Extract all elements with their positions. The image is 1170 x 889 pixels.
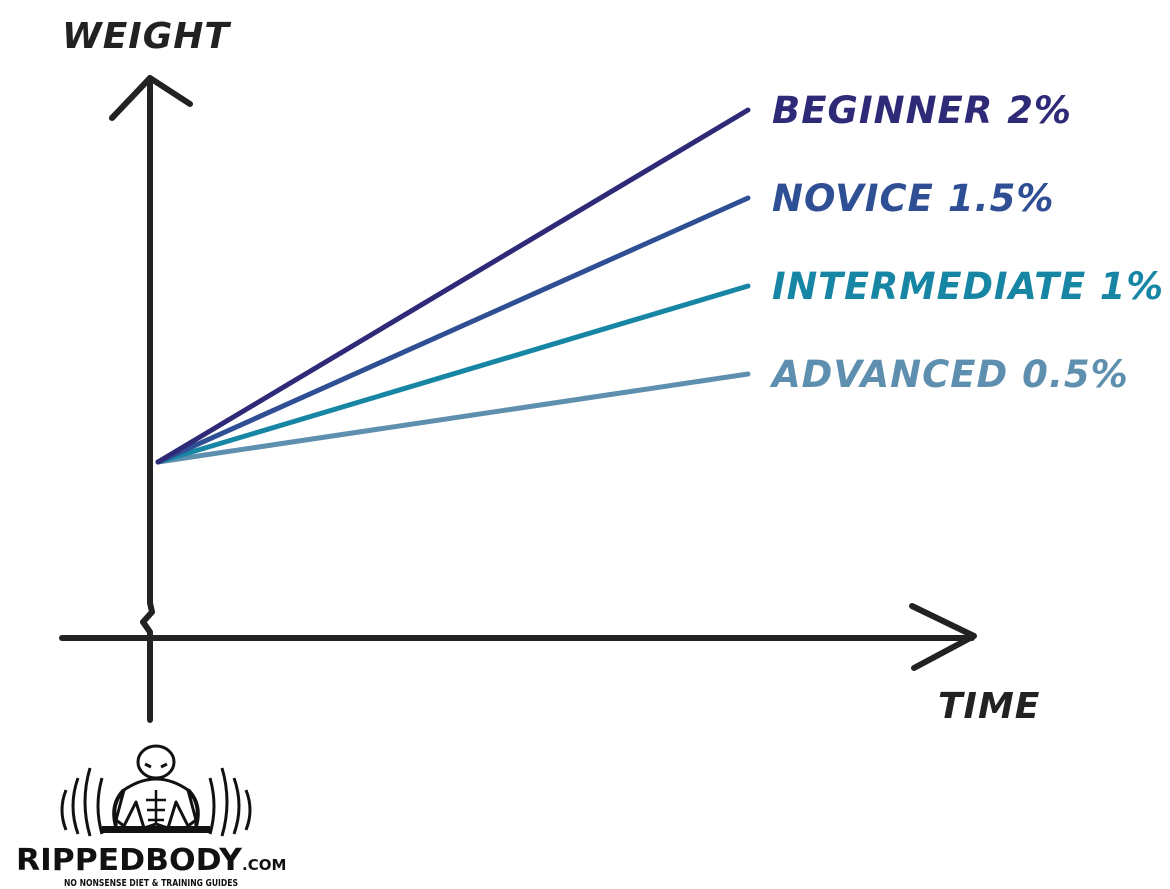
y-axis-arrowhead	[109, 75, 193, 121]
series-line-0	[155, 107, 751, 465]
series-label-1: NOVICE 1.5%	[772, 177, 1054, 220]
x-axis-arrowhead	[909, 603, 977, 671]
logo-tagline-text: NO NONSENSE DIET & TRAINING GUIDES	[64, 878, 238, 889]
series-label-2: INTERMEDIATE 1%	[772, 265, 1164, 308]
ripped-body-logo: RIPPEDBODY .COM NO NONSENSE DIET & TRAIN…	[16, 744, 286, 889]
logo-domain-text: .COM	[242, 856, 286, 874]
series-line-3	[155, 371, 751, 465]
series-labels: BEGINNER 2% NOVICE 1.5% INTERMEDIATE 1% ADV…	[769, 89, 1164, 396]
logo-brand-text: RIPPEDBODY	[16, 843, 243, 878]
series-line-1	[155, 195, 751, 465]
x-axis-title: TIME	[938, 686, 1040, 727]
axes	[59, 75, 977, 723]
series-label-3: ADVANCED 0.5%	[769, 353, 1129, 396]
y-axis-line	[140, 77, 155, 723]
series-label-0: BEGINNER 2%	[772, 89, 1072, 132]
bodybuilder-barbell-icon	[60, 744, 252, 837]
y-axis-title: WEIGHT	[62, 16, 231, 57]
series-lines	[155, 107, 751, 465]
series-line-2	[155, 283, 751, 465]
